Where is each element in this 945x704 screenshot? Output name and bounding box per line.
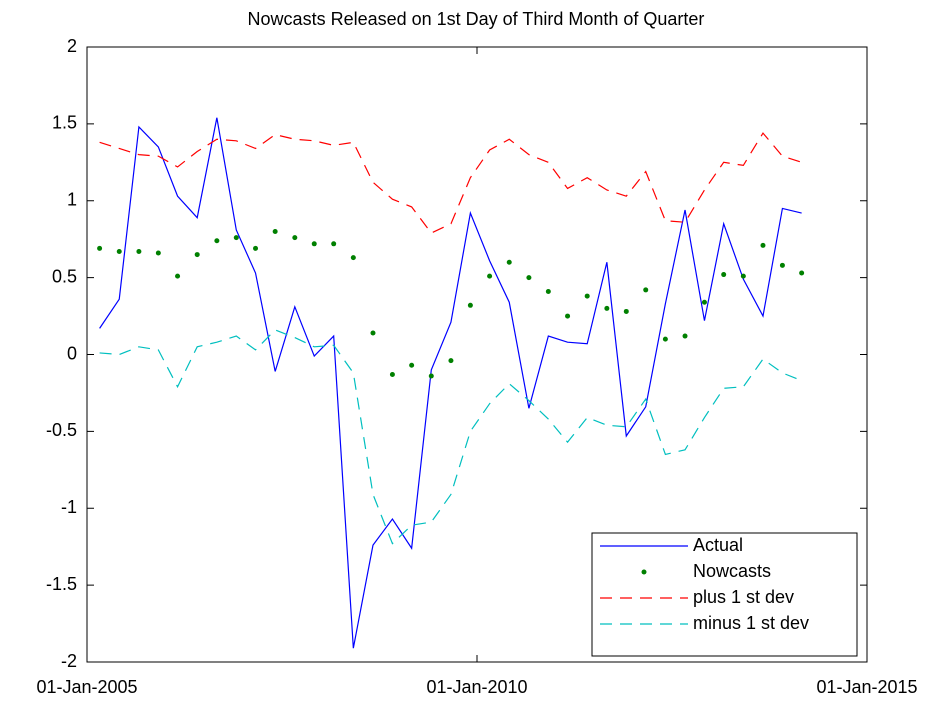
point <box>370 330 376 336</box>
legend-marker <box>641 569 647 575</box>
y-tick-label: -1.5 <box>46 574 77 594</box>
point <box>799 270 805 276</box>
point <box>97 245 103 251</box>
point <box>409 362 415 368</box>
point <box>701 299 707 305</box>
x-tick-label: 01-Jan-2015 <box>816 677 917 697</box>
point <box>662 336 668 342</box>
legend-box <box>591 532 858 657</box>
point <box>604 305 610 311</box>
series-line <box>99 132 802 234</box>
y-tick-label: 2 <box>67 36 77 56</box>
point <box>155 250 161 256</box>
point <box>565 313 571 319</box>
point <box>545 288 551 294</box>
point <box>779 262 785 268</box>
point <box>116 248 122 254</box>
point <box>682 333 688 339</box>
point <box>233 235 239 241</box>
point <box>136 248 142 254</box>
point <box>487 273 493 279</box>
point <box>721 272 727 278</box>
point <box>272 229 278 234</box>
series-line <box>99 117 802 649</box>
point <box>331 241 337 247</box>
series-line <box>99 329 802 545</box>
legend-label: minus 1 st dev <box>693 613 809 633</box>
y-tick-label: 0.5 <box>52 266 77 286</box>
point <box>292 235 298 241</box>
y-tick-label: 1.5 <box>52 113 77 133</box>
point <box>311 241 317 247</box>
point <box>526 275 532 281</box>
chart-title: Nowcasts Released on 1st Day of Third Mo… <box>248 9 705 29</box>
legend-label: Nowcasts <box>693 561 771 581</box>
point <box>175 273 181 279</box>
legend-label: plus 1 st dev <box>693 587 794 607</box>
y-tick-label: -0.5 <box>46 420 77 440</box>
point <box>214 238 220 244</box>
legend-label: Actual <box>693 535 743 555</box>
point <box>194 252 200 258</box>
y-tick-label: 1 <box>67 190 77 210</box>
point <box>448 358 454 364</box>
point <box>428 373 434 379</box>
point <box>253 245 259 251</box>
point <box>623 308 629 314</box>
point <box>506 259 512 265</box>
point <box>760 242 766 248</box>
x-tick-label: 01-Jan-2005 <box>36 677 137 697</box>
point <box>467 302 473 308</box>
point <box>350 255 356 261</box>
point <box>643 287 649 293</box>
y-tick-label: -1 <box>61 497 77 517</box>
point <box>584 293 590 299</box>
point <box>740 273 746 279</box>
y-tick-label: -2 <box>61 651 77 671</box>
x-tick-label: 01-Jan-2010 <box>426 677 527 697</box>
point <box>389 371 395 377</box>
y-tick-label: 0 <box>67 343 77 363</box>
